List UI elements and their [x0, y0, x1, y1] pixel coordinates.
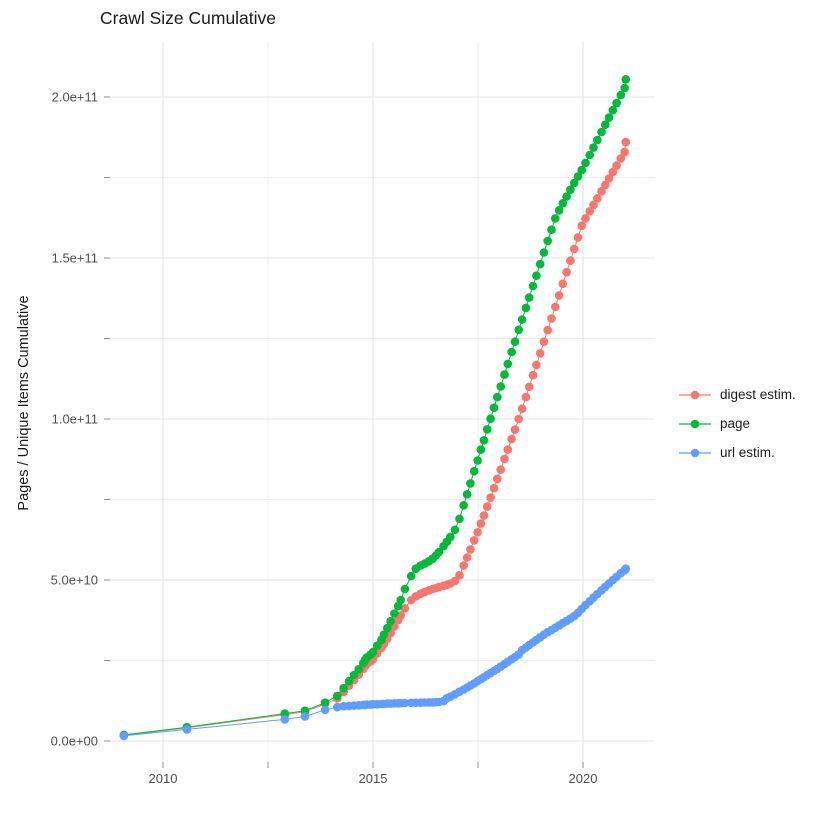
x-tick-label-2010: 2010	[148, 771, 178, 786]
x-tick-label-2015: 2015	[358, 771, 388, 786]
y-tick-label-3: 1.5e+11	[51, 250, 98, 266]
gridlines-minor	[110, 42, 655, 762]
chart-title: Crawl Size Cumulative	[100, 8, 277, 28]
y-tick-label-1: 5.0e+10	[50, 572, 98, 588]
y-tick-label-0: 0.0e+00	[50, 733, 98, 749]
axis-ticks	[104, 96, 584, 768]
legend-label-page: page	[720, 416, 751, 431]
legend-label-digest-estim: digest estim.	[720, 387, 796, 402]
legend-label-url-estim: url estim.	[720, 445, 775, 460]
legend-item-page: page	[678, 413, 796, 434]
gridlines-major	[110, 42, 655, 762]
series-page	[119, 75, 631, 740]
y-axis-title: Pages / Unique Items Cumulative	[16, 295, 32, 511]
legend-key-page-icon	[679, 419, 711, 428]
legend: digest estim. page url estim.	[678, 384, 796, 471]
legend-key-digest-estim-icon	[679, 390, 711, 399]
x-tick-label-2020: 2020	[568, 771, 598, 786]
series-digest-estim	[119, 137, 631, 740]
y-tick-label-2: 1.0e+11	[51, 411, 98, 427]
series-url-estim	[119, 564, 631, 741]
legend-item-digest-estim: digest estim.	[678, 384, 796, 405]
y-tick-label-4: 2.0e+11	[51, 89, 98, 105]
legend-key-url-estim-icon	[679, 448, 711, 457]
legend-item-url-estim: url estim.	[678, 442, 796, 463]
